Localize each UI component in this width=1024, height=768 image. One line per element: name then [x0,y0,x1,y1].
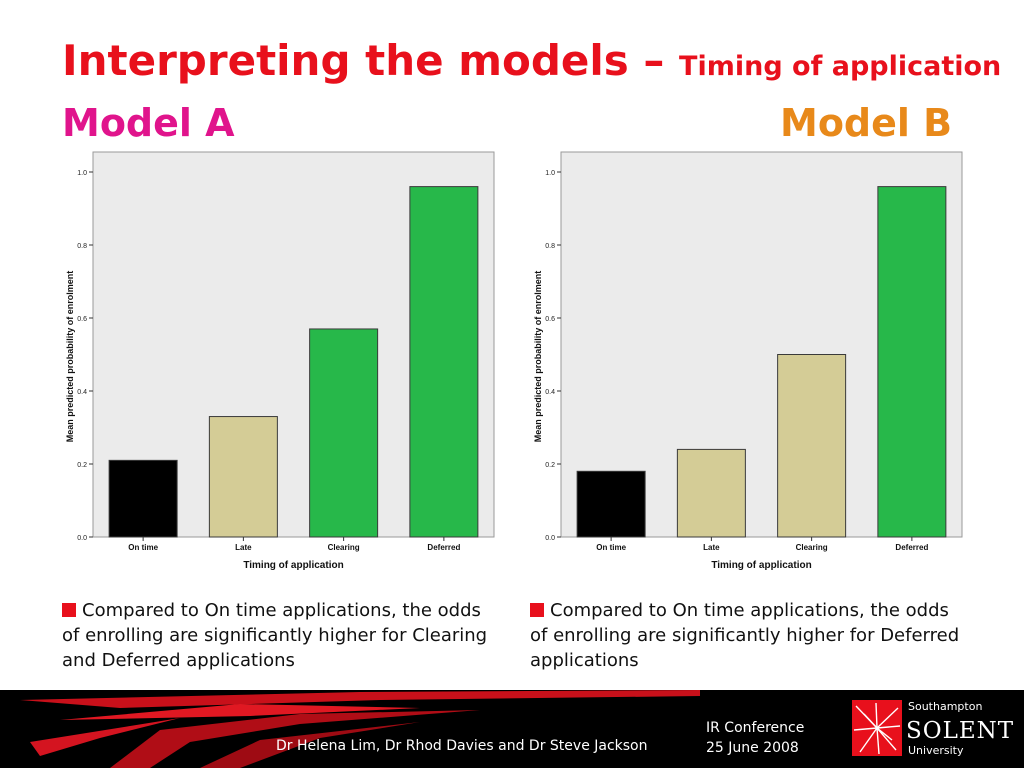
bar [777,354,847,538]
x-tick-label: Late [703,543,720,552]
x-tick-label: Clearing [796,543,828,552]
x-tick-label: Deferred [427,543,460,552]
bar [877,186,947,538]
bar [409,186,479,538]
y-tick-label: 0.8 [545,243,555,250]
y-axis-label: Mean predicted probability of enrolment [533,271,543,443]
x-tick-label: On time [128,543,158,552]
bar [208,416,278,538]
logo-text-southampton: Southampton [908,700,983,713]
y-tick-label: 1.0 [545,170,555,177]
x-tick-label: Clearing [328,543,360,552]
y-tick-label: 1.0 [77,170,87,177]
y-tick-label: 0.4 [545,389,555,396]
bullet-model-b-text: Compared to On time applications, the od… [530,600,960,671]
bullet-model-a-text: Compared to On time applications, the od… [62,600,488,671]
bullet-square-icon [62,603,76,617]
chart-model-a: 0.0 0.2 0.4 0.6 0.8 1.0 On time Late Clearing Def… [65,151,495,571]
x-tick-label: On time [596,543,626,552]
y-tick-label: 0.0 [77,535,87,542]
bar [309,328,379,538]
slide-title: Interpreting the models – Timing of appl… [62,40,1001,82]
x-tick-label: Deferred [895,543,928,552]
bar [108,459,178,538]
y-tick-label: 0.2 [77,462,87,469]
slide-title-main: Interpreting the models – [62,36,680,85]
x-axis-label: Timing of application [243,560,343,571]
footer-date: 25 June 2008 [706,740,799,756]
footer-conference: IR Conference [706,720,805,736]
y-tick-label: 0.8 [77,243,87,250]
logo-text-solent: SOLENT [906,718,1015,744]
y-axis-label: Mean predicted probability of enrolment [65,271,75,443]
x-tick-label: Late [235,543,252,552]
solent-starburst-logo-icon [852,700,902,756]
y-tick-label: 0.6 [77,316,87,323]
logo-text-university: University [908,744,964,757]
footer-bar: Dr Helena Lim, Dr Rhod Davies and Dr Ste… [0,690,1024,768]
chart-model-b: 0.0 0.2 0.4 0.6 0.8 1.0 On time Late Clearing Def… [533,151,963,571]
model-b-label: Model B [780,101,953,145]
bullet-square-icon [530,603,544,617]
footer-authors: Dr Helena Lim, Dr Rhod Davies and Dr Ste… [276,738,648,754]
red-swoosh-decoration [20,690,700,768]
bar [676,448,746,538]
model-a-label: Model A [62,101,235,145]
slide-title-sub: Timing of application [679,51,1002,82]
bar [576,470,646,538]
y-tick-label: 0.0 [545,535,555,542]
bullet-model-a: Compared to On time applications, the od… [62,598,502,673]
y-tick-label: 0.4 [77,389,87,396]
x-axis-label: Timing of application [711,560,811,571]
y-tick-label: 0.2 [545,462,555,469]
bullet-model-b: Compared to On time applications, the od… [530,598,970,673]
footer-conference-block: IR Conference 25 June 2008 [706,718,804,758]
y-tick-label: 0.6 [545,316,555,323]
